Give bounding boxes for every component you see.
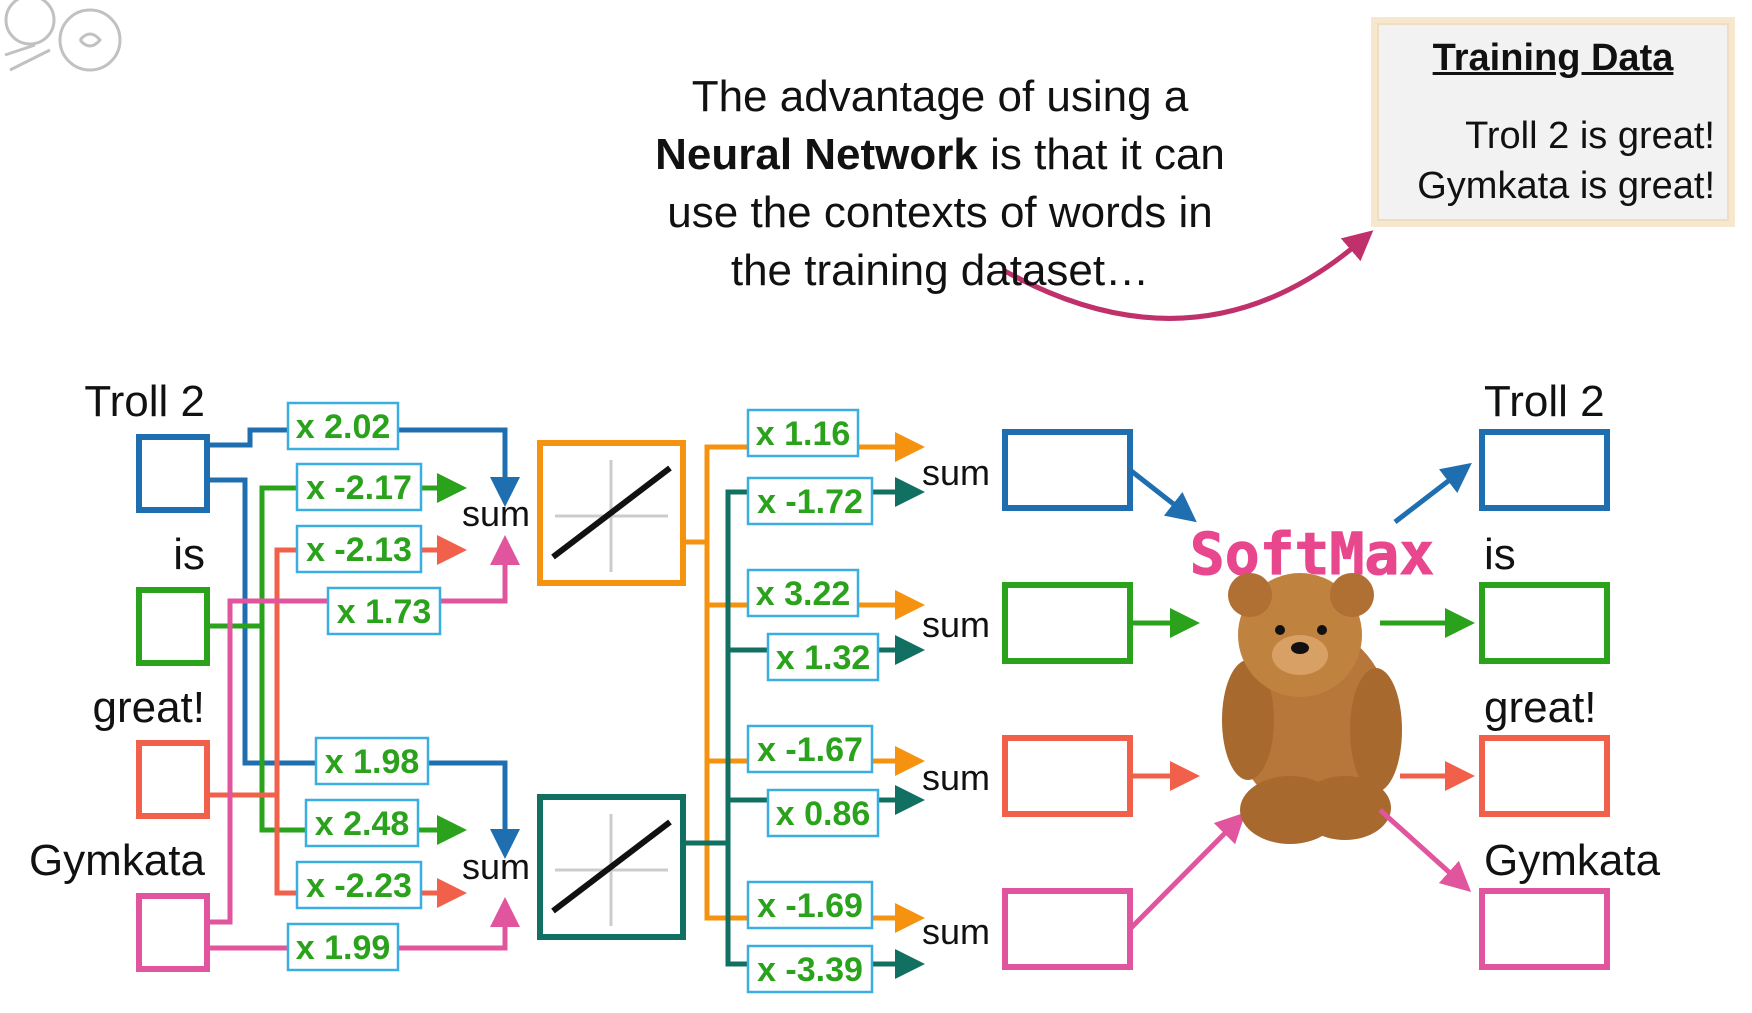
headline-line-4: the training dataset… (730, 246, 1150, 295)
input-label-troll2: Troll 2 (84, 377, 205, 426)
output-label-troll2: Troll 2 (1484, 377, 1605, 426)
weight-label: x -1.67 (757, 731, 863, 769)
headline-line-3: use the contexts of words in (667, 188, 1213, 237)
output-label-is: is (1484, 530, 1516, 579)
input-label-great: great! (92, 683, 205, 732)
output-box-troll2 (1479, 429, 1610, 511)
softmax-output-arrows (1378, 462, 1475, 893)
output-sum-1: sum (922, 452, 990, 493)
weight-label: x 1.32 (776, 639, 871, 677)
softmax-input-arrows (1128, 468, 1246, 931)
input-box-great (136, 740, 210, 819)
weight-label: x -1.72 (757, 483, 863, 521)
weight-label: x -3.39 (757, 951, 863, 989)
headline-bold: Neural Network (655, 130, 978, 179)
raw-output-box-3 (1002, 735, 1133, 817)
weight-label: x 2.48 (315, 805, 410, 843)
headline-line-2-rest: is that it can (977, 130, 1225, 179)
input-weights-top: x 2.02 x -2.17 x -2.13 x 1.73 (286, 401, 442, 636)
input-box-troll2 (136, 434, 210, 513)
activation-node-top (537, 440, 686, 586)
hidden-sum-bottom: sum (462, 846, 530, 887)
weight-label: x -1.69 (757, 887, 863, 925)
output-weights: x 1.16 x -1.72 x 3.22 x 1.32 x -1.67 x 0… (746, 408, 880, 994)
input-label-is: is (173, 530, 205, 579)
output-box-is (1479, 582, 1610, 664)
weight-label: x 0.86 (776, 795, 871, 833)
training-data-line-1: Troll 2 is great! (1465, 115, 1715, 157)
input-weights-bottom: x 1.98 x 2.48 x -2.23 x 1.99 (286, 736, 430, 972)
statquest-logo-icon (4, 0, 122, 72)
training-data-panel: Training Data Troll 2 is great! Gymkata … (1371, 17, 1735, 227)
input-box-gymkata (136, 893, 210, 972)
weight-label: x 1.73 (337, 593, 432, 631)
raw-output-box-1 (1002, 429, 1133, 511)
hidden-sum-top: sum (462, 493, 530, 534)
pointer-arc-arrow (1001, 230, 1374, 321)
output-label-gymkata: Gymkata (1484, 836, 1661, 885)
input-box-is (136, 587, 210, 666)
activation-node-bottom (537, 794, 686, 940)
softmax-label: SoftMax (1190, 520, 1434, 588)
output-box-gymkata (1479, 888, 1610, 970)
weight-label: x -2.23 (306, 867, 412, 905)
weight-label: x 1.16 (756, 415, 851, 453)
training-data-title: Training Data (1432, 37, 1674, 79)
weight-label: x -2.17 (306, 469, 412, 507)
input-label-gymkata: Gymkata (29, 836, 206, 885)
headline: The advantage of using a Neural Network … (600, 68, 1280, 300)
weight-label: x 1.98 (325, 743, 420, 781)
teddy-bear-icon (1222, 573, 1402, 844)
raw-output-box-2 (1002, 582, 1133, 664)
headline-line-2: Neural Network is that it can (600, 126, 1280, 184)
output-sum-4: sum (922, 911, 990, 952)
raw-output-box-4 (1002, 888, 1133, 970)
weight-label: x 1.99 (296, 929, 391, 967)
headline-line-1: The advantage of using a (691, 72, 1189, 121)
weight-label: x 2.02 (296, 408, 391, 446)
weight-label: x 3.22 (756, 575, 851, 613)
output-label-great: great! (1484, 683, 1597, 732)
output-sum-2: sum (922, 604, 990, 645)
output-box-great (1479, 735, 1610, 817)
output-sum-3: sum (922, 757, 990, 798)
training-data-line-2: Gymkata is great! (1417, 165, 1715, 207)
weight-label: x -2.13 (306, 531, 412, 569)
